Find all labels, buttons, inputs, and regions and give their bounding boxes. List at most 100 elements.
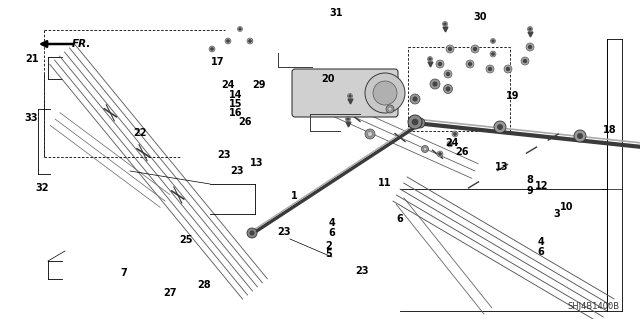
Circle shape (418, 121, 422, 125)
Circle shape (423, 147, 427, 151)
Circle shape (524, 59, 527, 63)
Circle shape (468, 63, 472, 65)
Circle shape (444, 85, 452, 93)
Circle shape (386, 105, 394, 113)
Text: 28: 28 (197, 279, 211, 290)
Circle shape (452, 131, 458, 137)
Circle shape (237, 26, 243, 32)
Circle shape (526, 43, 534, 51)
Text: 6: 6 (397, 213, 404, 224)
Circle shape (410, 94, 420, 104)
Text: 24: 24 (221, 80, 234, 91)
Circle shape (492, 40, 494, 42)
Circle shape (446, 87, 450, 91)
Text: 6: 6 (538, 247, 545, 257)
Text: 18: 18 (603, 125, 616, 135)
Text: 22: 22 (133, 128, 147, 138)
Circle shape (367, 131, 372, 137)
Circle shape (444, 23, 446, 25)
Circle shape (492, 53, 494, 55)
Circle shape (349, 95, 351, 97)
Circle shape (239, 28, 241, 30)
Circle shape (388, 107, 392, 111)
Circle shape (471, 45, 479, 53)
Circle shape (488, 68, 492, 70)
Circle shape (411, 118, 419, 126)
Text: 20: 20 (321, 74, 335, 84)
Text: 19: 19 (506, 91, 519, 101)
Text: 4: 4 (538, 237, 545, 248)
Text: 14: 14 (229, 90, 243, 100)
Text: 25: 25 (179, 235, 193, 245)
Circle shape (449, 143, 451, 145)
Circle shape (413, 97, 417, 101)
Circle shape (527, 26, 532, 32)
Circle shape (211, 48, 213, 50)
Circle shape (449, 48, 452, 50)
Circle shape (446, 45, 454, 53)
Text: 11: 11 (378, 178, 391, 189)
Text: 26: 26 (239, 117, 252, 127)
Text: 9: 9 (527, 186, 534, 197)
Circle shape (437, 151, 443, 157)
Circle shape (447, 141, 453, 147)
Circle shape (347, 118, 349, 120)
Text: SHJ4B1400B: SHJ4B1400B (568, 302, 620, 311)
Circle shape (574, 130, 586, 142)
Circle shape (447, 72, 449, 76)
Circle shape (433, 82, 437, 86)
Circle shape (422, 145, 429, 152)
Circle shape (225, 38, 231, 44)
Circle shape (529, 28, 531, 30)
Circle shape (438, 63, 442, 65)
Circle shape (498, 125, 502, 129)
Circle shape (429, 58, 431, 60)
Circle shape (454, 133, 456, 135)
Circle shape (486, 65, 494, 73)
Circle shape (365, 73, 405, 113)
Circle shape (430, 79, 440, 89)
Circle shape (365, 129, 375, 139)
Text: 2: 2 (325, 241, 332, 251)
Circle shape (209, 46, 215, 52)
Text: 21: 21 (26, 54, 39, 64)
Text: 3: 3 (554, 209, 561, 219)
Circle shape (490, 51, 496, 57)
Circle shape (490, 39, 495, 43)
Text: 1: 1 (291, 191, 298, 201)
Text: 6: 6 (328, 228, 335, 238)
Text: 4: 4 (328, 218, 335, 228)
Text: 32: 32 (35, 183, 49, 193)
Circle shape (373, 81, 397, 105)
Text: 33: 33 (24, 113, 38, 123)
Circle shape (494, 121, 506, 133)
Circle shape (439, 153, 441, 155)
Circle shape (578, 134, 582, 138)
Text: 12: 12 (535, 181, 548, 191)
Text: 16: 16 (229, 108, 243, 118)
Circle shape (428, 56, 433, 62)
Circle shape (529, 46, 531, 48)
Text: 13: 13 (250, 158, 263, 168)
Text: 23: 23 (218, 150, 231, 160)
Circle shape (415, 118, 425, 128)
Circle shape (444, 70, 452, 78)
Circle shape (247, 38, 253, 44)
Text: 23: 23 (230, 166, 244, 176)
Text: 30: 30 (474, 11, 487, 22)
Circle shape (474, 48, 477, 50)
Circle shape (521, 57, 529, 65)
Circle shape (412, 119, 418, 125)
Text: 17: 17 (211, 57, 225, 67)
Text: 27: 27 (163, 288, 177, 299)
Text: FR.: FR. (72, 39, 92, 49)
FancyBboxPatch shape (292, 69, 398, 117)
Text: 13: 13 (495, 161, 509, 172)
Circle shape (504, 65, 512, 73)
Text: 23: 23 (355, 265, 369, 276)
Text: 31: 31 (330, 8, 343, 19)
Circle shape (436, 60, 444, 68)
Circle shape (250, 231, 254, 235)
Text: 8: 8 (527, 175, 534, 185)
Circle shape (348, 93, 353, 99)
